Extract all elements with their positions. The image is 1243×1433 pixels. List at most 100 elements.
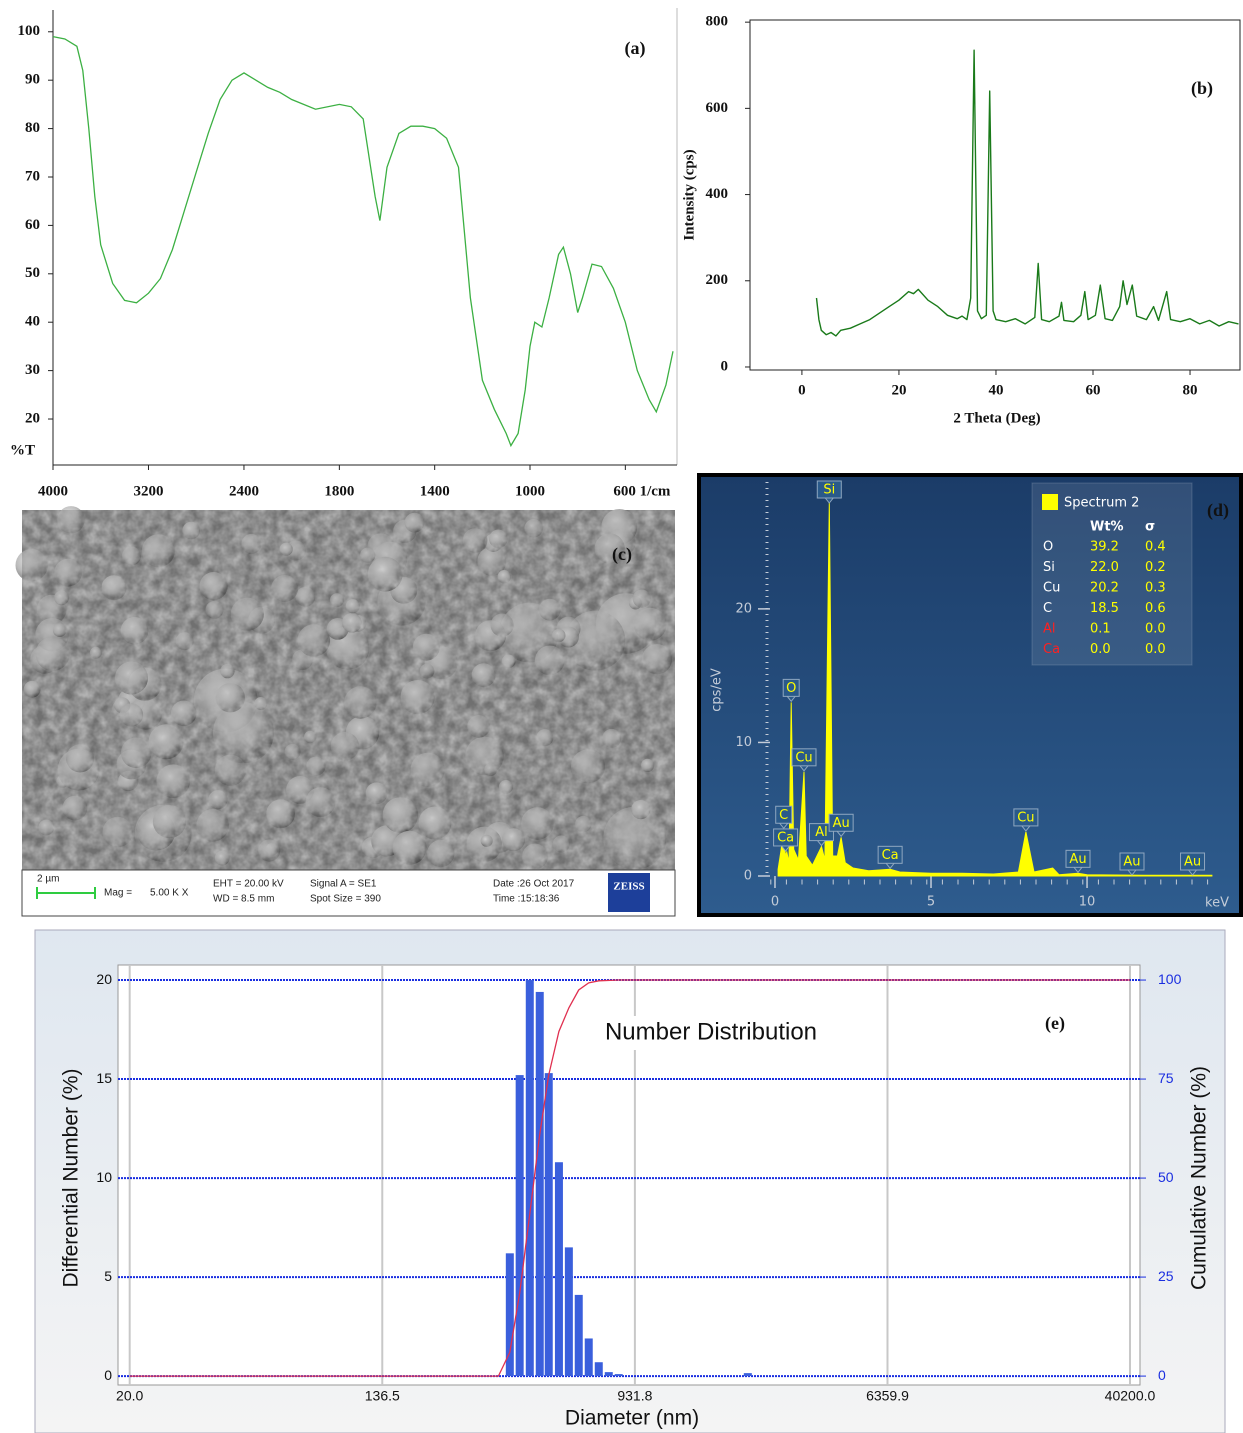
y-tick-label: 0 — [744, 869, 752, 884]
spot-size: Spot Size = 390 — [310, 894, 381, 905]
peak-label: C — [779, 808, 788, 823]
y-tick-label: 0 — [104, 1367, 112, 1383]
x-tick-label: 60 — [1086, 382, 1101, 398]
sem-texture — [22, 510, 675, 870]
y-tick-label: 20 — [25, 410, 40, 426]
x-tick-label: 3200 — [133, 483, 163, 499]
panel-label: (d) — [1207, 500, 1229, 521]
peak-pointer — [779, 822, 789, 830]
y-axis-label: cps/eV — [710, 668, 725, 712]
y-tick-label: 400 — [706, 186, 729, 202]
table-element: Cu — [1043, 581, 1060, 596]
y-tick-label: 50 — [25, 265, 40, 281]
table-sigma: 0.4 — [1145, 540, 1166, 555]
y-tick-label: 10 — [735, 735, 752, 750]
bar — [614, 1374, 623, 1377]
x-tick-label: 80 — [1183, 382, 1198, 398]
bar — [584, 1338, 593, 1377]
x-tick-label: 40 — [988, 382, 1003, 398]
legend-label: Spectrum 2 — [1064, 496, 1139, 511]
x-axis-label: 2 Theta (Deg) — [953, 410, 1040, 426]
y-tick-label: 20 — [735, 601, 752, 616]
info-bar — [21, 869, 676, 917]
peak-label-box — [791, 748, 817, 767]
y-tick-label: 80 — [25, 120, 40, 136]
table-header: σ — [1145, 520, 1155, 535]
table-sigma: 0.6 — [1145, 601, 1166, 616]
x-tick-label: 20.0 — [116, 1388, 143, 1404]
table-wt: 20.2 — [1090, 581, 1119, 596]
peak-pointer — [786, 696, 796, 703]
x-axis-label: keV — [1205, 896, 1229, 911]
x-tick-label: 40200.0 — [1105, 1388, 1156, 1404]
peak-pointer — [781, 845, 790, 852]
peak-pointer — [1188, 869, 1197, 876]
x-tick-label: 1800 — [324, 483, 354, 499]
logo-text: ZEISS — [613, 881, 644, 893]
y-tick-label: 60 — [25, 217, 40, 233]
y-tick-label: 15 — [96, 1070, 112, 1086]
y-tick-label: 70 — [25, 168, 40, 184]
bar — [535, 991, 544, 1377]
peak-label: Au — [1123, 855, 1140, 870]
peak-pointer — [824, 497, 834, 504]
y-axis-label: Differential Number (%) — [60, 1068, 83, 1287]
mag: 5.00 K X — [150, 888, 189, 899]
peak-label: Ca — [777, 830, 794, 845]
peak-label-box — [877, 845, 903, 864]
table-element: C — [1043, 601, 1052, 616]
logo — [608, 873, 650, 912]
bar — [505, 1253, 514, 1377]
bar — [743, 1373, 752, 1377]
y-axis-label: Intensity (cps) — [681, 149, 697, 240]
panel-label: (e) — [1045, 1013, 1065, 1034]
signal: Signal A = SE1 — [310, 879, 377, 890]
y-axis-label: %T — [10, 442, 35, 458]
panel-label: (b) — [1191, 78, 1213, 99]
peak-label-box — [773, 828, 799, 847]
y-tick-label: 200 — [706, 272, 729, 288]
mag-label: Mag = — [104, 888, 132, 899]
bar — [564, 1247, 573, 1377]
table-wt: 0.1 — [1090, 622, 1111, 637]
peak-label: Au — [1069, 852, 1086, 867]
table-element: Al — [1043, 622, 1056, 637]
x-tick-label: 1000 — [515, 483, 545, 499]
x-axis-label: Diameter (nm) — [565, 1407, 699, 1430]
y2-axis-label: Cumulative Number (%) — [1188, 1066, 1211, 1290]
eht: EHT = 20.00 kV — [213, 879, 284, 890]
peak-label-box — [1013, 808, 1039, 827]
panel-a: (a) %T 20 30 40 50 60 70 80 90 100 4000 3200 2400 18… — [10, 8, 678, 499]
table-sigma: 0.2 — [1145, 560, 1166, 575]
peak-label: Ca — [882, 848, 899, 863]
bar — [604, 1372, 613, 1377]
peak-label-box — [808, 823, 834, 842]
x-tick-label: 1400 — [420, 483, 450, 499]
bar — [554, 1162, 563, 1377]
y2-tick-label: 100 — [1158, 971, 1182, 987]
y-tick-label: 0 — [721, 358, 729, 374]
spectrum-line — [52, 35, 674, 448]
x-tick-label: 10 — [1079, 895, 1096, 910]
peak-label: Cu — [795, 750, 812, 765]
y-tick-label: 5 — [104, 1268, 112, 1284]
x-tick-label: 4000 — [38, 483, 68, 499]
panel-b: (b) 2 Theta (Deg) Intensity (cps) 0 200 40… — [681, 14, 1241, 426]
y-tick-label: 90 — [25, 72, 40, 88]
time: Time :15:18:36 — [493, 894, 560, 905]
legend-swatch — [1042, 494, 1058, 510]
peak-label-box — [828, 813, 854, 832]
panel-label: (a) — [625, 38, 646, 59]
peak-pointer — [836, 830, 846, 838]
peak-label-box — [775, 805, 793, 824]
x-tick-label: 136.5 — [365, 1388, 400, 1404]
y2-tick-label: 50 — [1158, 1169, 1174, 1185]
peak-pointer — [1021, 825, 1031, 832]
y-tick-label: 800 — [706, 14, 729, 30]
y2-tick-label: 0 — [1158, 1367, 1166, 1383]
y2-tick-label: 75 — [1158, 1070, 1174, 1086]
table-sigma: 0.3 — [1145, 581, 1166, 596]
peak-pointer — [817, 840, 826, 847]
y-tick-label: 30 — [25, 362, 40, 378]
table-sigma: 0.0 — [1145, 642, 1166, 657]
